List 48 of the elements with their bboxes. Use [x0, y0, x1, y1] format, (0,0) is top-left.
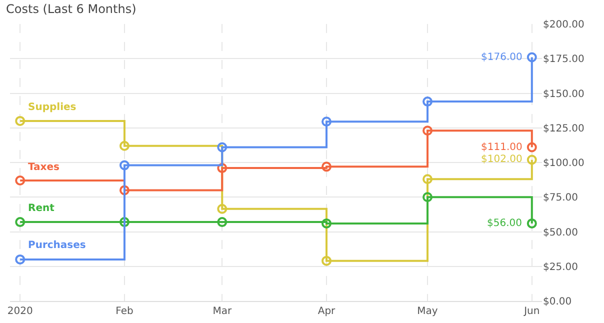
y-tick-label: $100.00 [543, 158, 584, 169]
point [322, 116, 332, 127]
point [422, 126, 433, 136]
point [15, 116, 26, 126]
y-tick-label: $150.00 [543, 88, 584, 100]
y-tick-label: $25.00 [543, 262, 578, 273]
point [119, 140, 130, 151]
y-tick-label: $50.00 [543, 227, 578, 238]
x-tick-label: May [417, 306, 438, 317]
point [217, 204, 228, 214]
point [526, 142, 537, 152]
x-tick-label: Mar [212, 306, 232, 317]
x-tick-label: 2020 [7, 306, 33, 317]
point [322, 162, 332, 172]
data-label: $102.00 [481, 154, 522, 165]
x-tick-label: Apr [318, 306, 336, 317]
point [217, 217, 228, 228]
point [15, 217, 26, 228]
series-label: Purchases [28, 240, 86, 251]
point [526, 154, 537, 165]
x-tick-label: Jun [523, 306, 540, 317]
point [15, 254, 26, 264]
point [217, 142, 228, 152]
point [119, 217, 130, 228]
point [15, 176, 26, 186]
point [217, 163, 228, 174]
y-tick-label: $0.00 [543, 296, 572, 308]
point [119, 160, 130, 170]
y-tick-label: $75.00 [543, 192, 578, 204]
series-label: Rent [28, 203, 55, 214]
point [322, 218, 332, 228]
series-label: Taxes [28, 162, 60, 173]
data-label: $56.00 [487, 218, 522, 229]
point [526, 218, 537, 228]
point [526, 52, 537, 62]
point [422, 174, 433, 184]
data-label: $176.00 [481, 52, 522, 63]
series-label: Supplies [28, 102, 76, 113]
y-tick-label: $175.00 [543, 54, 584, 66]
point [422, 96, 433, 107]
y-tick-label: $200.00 [543, 20, 584, 30]
data-label: $111.00 [481, 142, 522, 153]
y-tick-label: $125.00 [543, 123, 584, 134]
chart-title: Costs (Last 6 Months) [6, 2, 136, 16]
point [322, 256, 332, 266]
point [119, 185, 130, 196]
x-tick-label: Feb [116, 306, 134, 317]
point [422, 192, 433, 202]
